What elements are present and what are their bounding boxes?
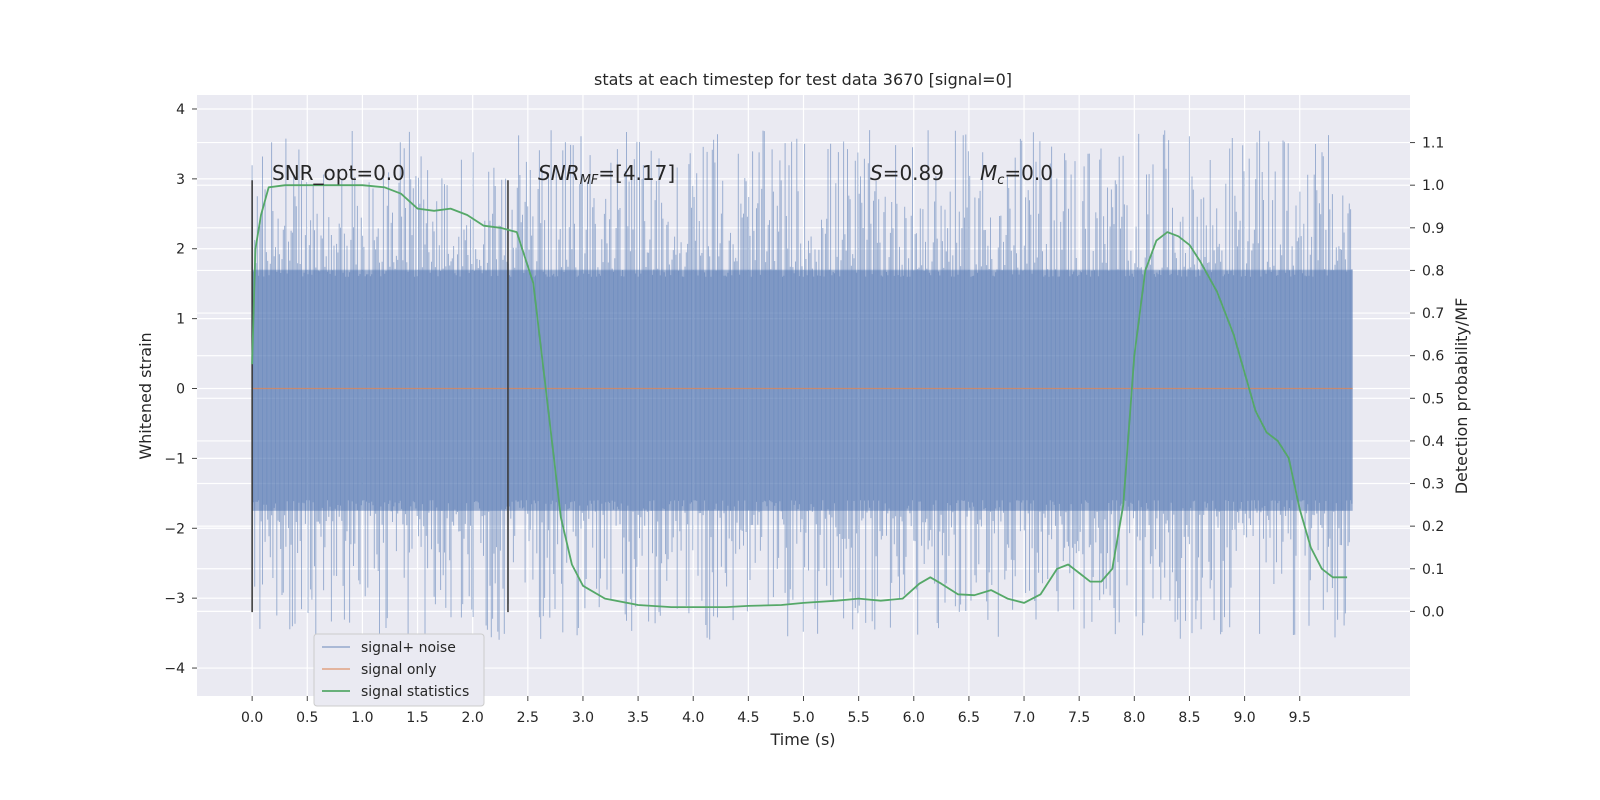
x-tick-label: 8.0 bbox=[1123, 710, 1145, 726]
left-y-axis-label: Whitened strain bbox=[136, 332, 155, 459]
left-y-tick-label: −2 bbox=[164, 521, 185, 537]
snr-mf-annotation: SNRMF=[4.17] bbox=[538, 161, 675, 188]
x-tick-label: 5.0 bbox=[792, 710, 814, 726]
mc-subscript: c bbox=[997, 173, 1004, 188]
x-tick-label: 2.5 bbox=[517, 710, 539, 726]
x-tick-label: 2.0 bbox=[462, 710, 484, 726]
legend-label-signal-only: signal only bbox=[361, 662, 436, 678]
x-tick-label: 1.5 bbox=[406, 710, 428, 726]
x-tick-label: 7.5 bbox=[1068, 710, 1090, 726]
left-y-tick-label: 2 bbox=[176, 242, 185, 258]
x-tick-label: 1.0 bbox=[351, 710, 373, 726]
legend-label-statistics: signal statistics bbox=[361, 684, 469, 700]
right-y-tick-label: 0.5 bbox=[1422, 391, 1444, 407]
left-y-tick-label: 1 bbox=[176, 312, 185, 328]
x-tick-label: 4.0 bbox=[682, 710, 704, 726]
right-y-axis: 1.1 1.0 0.9 0.8 0.7 0.6 0.5 0.4 0.3 0.2 0.1 0.0 bbox=[1410, 136, 1444, 620]
x-axis-label: Time (s) bbox=[769, 730, 835, 749]
mc-annotation: Mc=0.0 bbox=[980, 161, 1053, 188]
x-tick-label: 8.5 bbox=[1178, 710, 1200, 726]
s-symbol: S bbox=[870, 161, 883, 185]
left-y-tick-label: 0 bbox=[176, 382, 185, 398]
x-tick-label: 0.5 bbox=[296, 710, 318, 726]
left-y-axis: 4 3 2 1 0 −1 −2 −3 −4 bbox=[164, 102, 197, 677]
snr-mf-value: =[4.17] bbox=[598, 161, 675, 185]
x-tick-label: 3.5 bbox=[627, 710, 649, 726]
right-y-tick-label: 1.0 bbox=[1422, 178, 1444, 194]
left-y-tick-label: 4 bbox=[176, 102, 185, 118]
left-y-tick-label: −4 bbox=[164, 661, 185, 677]
left-y-tick-label: −3 bbox=[164, 591, 185, 607]
x-tick-label: 7.0 bbox=[1013, 710, 1035, 726]
x-tick-label: 3.0 bbox=[572, 710, 594, 726]
right-y-tick-label: 0.1 bbox=[1422, 562, 1444, 578]
legend: signal+ noise signal only signal statist… bbox=[313, 633, 485, 707]
signal-statistics-line bbox=[251, 184, 1348, 608]
right-y-tick-label: 0.9 bbox=[1422, 221, 1444, 237]
right-y-axis-label: Detection probability/MF bbox=[1452, 298, 1471, 495]
x-tick-label: 5.5 bbox=[848, 710, 870, 726]
vertical-markers bbox=[251, 180, 509, 613]
right-y-tick-label: 0.7 bbox=[1422, 306, 1444, 322]
x-axis: 0.0 0.5 1.0 1.5 2.0 2.5 3.0 3.5 4.0 4.5 5.0 5.5 6.0 6… bbox=[241, 696, 1311, 726]
snr-mf-symbol: SNR bbox=[538, 161, 580, 185]
signal-statistics-series bbox=[251, 184, 1348, 608]
noise-series bbox=[251, 130, 1353, 641]
x-tick-label: 4.5 bbox=[737, 710, 759, 726]
right-y-tick-label: 0.6 bbox=[1422, 349, 1444, 365]
left-y-tick-label: −1 bbox=[164, 451, 185, 467]
x-tick-label: 9.5 bbox=[1289, 710, 1311, 726]
right-y-tick-label: 0.4 bbox=[1422, 434, 1444, 450]
snr-mf-subscript: MF bbox=[580, 173, 599, 188]
chart-title: stats at each timestep for test data 367… bbox=[594, 70, 1012, 89]
right-y-tick-label: 0.2 bbox=[1422, 519, 1444, 535]
x-tick-label: 0.0 bbox=[241, 710, 263, 726]
s-value: =0.89 bbox=[883, 161, 944, 185]
x-tick-label: 6.0 bbox=[903, 710, 925, 726]
left-y-tick-label: 3 bbox=[176, 172, 185, 188]
mc-symbol: M bbox=[980, 161, 997, 185]
legend-label-noise: signal+ noise bbox=[361, 640, 456, 656]
x-tick-label: 9.0 bbox=[1233, 710, 1255, 726]
right-y-tick-label: 1.1 bbox=[1422, 136, 1444, 152]
legend-box bbox=[313, 633, 485, 707]
s-annotation: S=0.89 bbox=[870, 161, 944, 185]
right-y-tick-label: 0.3 bbox=[1422, 477, 1444, 493]
right-y-tick-label: 0.8 bbox=[1422, 263, 1444, 279]
right-y-tick-label: 0.0 bbox=[1422, 604, 1444, 620]
noise-band bbox=[251, 130, 1353, 641]
mc-value: =0.0 bbox=[1004, 161, 1053, 185]
x-tick-label: 6.5 bbox=[958, 710, 980, 726]
snr-opt-annotation: SNR_opt=0.0 bbox=[272, 161, 405, 185]
